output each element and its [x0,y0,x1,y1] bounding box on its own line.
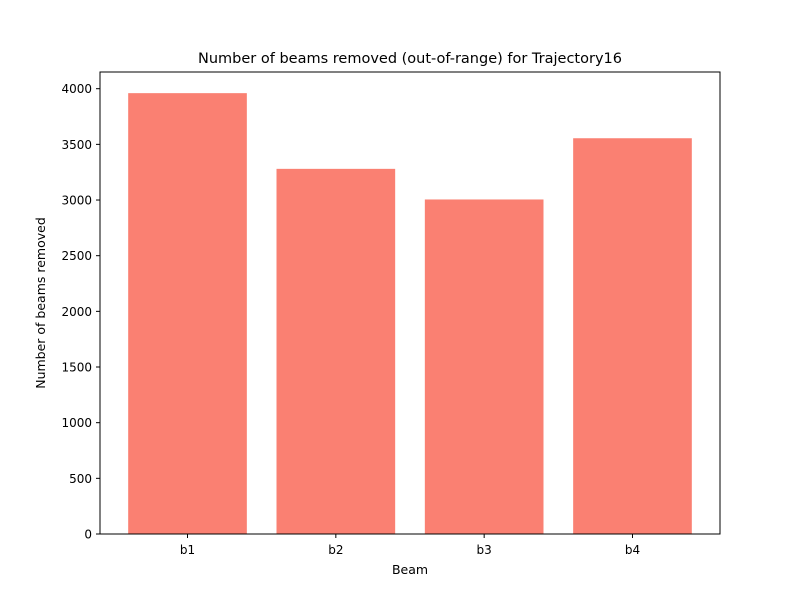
chart-title: Number of beams removed (out-of-range) f… [198,51,622,67]
bar-b3 [424,199,544,534]
bar-b4 [573,138,692,534]
bar-b1 [128,93,247,535]
y-tick-label-1000: 1000 [61,416,92,430]
y-tick-label-3000: 3000 [61,194,92,208]
y-tick-label-0: 0 [84,528,92,542]
x-tick-label-b2: b2 [328,543,343,557]
y-tick-label-4000: 4000 [61,82,92,96]
y-tick-label-2500: 2500 [61,249,92,263]
y-axis-label: Number of beams removed [33,217,48,389]
plot-frame [99,71,721,535]
x-tick-label-b3: b3 [477,543,492,557]
ticks-layer: b1 b2 b3 b4 0 500 1000 1500 2000 2500 3000 3500 4000 [61,82,640,557]
x-tick-label-b4: b4 [625,543,640,557]
y-tick-label-1500: 1500 [61,361,92,375]
bar-b2 [276,168,396,534]
y-tick-label-3500: 3500 [61,138,92,152]
x-axis-label: Beam [392,562,428,577]
bars-layer [128,93,692,535]
y-tick-label-2000: 2000 [61,305,92,319]
x-tick-label-b1: b1 [180,543,195,557]
y-tick-label-500: 500 [69,472,92,486]
